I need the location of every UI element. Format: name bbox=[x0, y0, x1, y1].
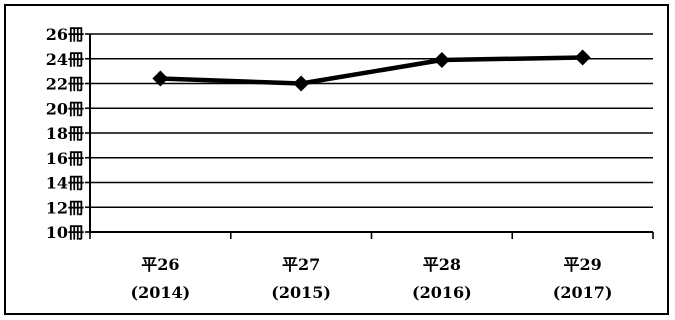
y-tick-label: 16冊 bbox=[46, 149, 84, 168]
series-layer bbox=[152, 49, 591, 92]
y-tick-label: 20冊 bbox=[46, 99, 84, 118]
axes bbox=[85, 33, 654, 239]
x-tick-label-era: 平26 bbox=[141, 255, 179, 274]
y-tick-label: 22冊 bbox=[46, 75, 84, 94]
x-tick-label-era: 平28 bbox=[423, 255, 461, 274]
x-tick-label-era: 平29 bbox=[563, 255, 601, 274]
y-axis-tick-labels: 10冊 12冊 14冊 16冊 18冊 20冊 22冊 24冊 26冊 bbox=[46, 25, 84, 242]
y-tick-label: 14冊 bbox=[46, 174, 84, 193]
data-point-marker bbox=[574, 49, 591, 66]
data-point-marker bbox=[152, 70, 169, 87]
x-tick-label-year: (2016) bbox=[412, 283, 472, 302]
y-tick-label: 18冊 bbox=[46, 124, 84, 143]
series-line bbox=[160, 55, 583, 86]
data-point-marker bbox=[293, 75, 310, 92]
y-tick-label: 26冊 bbox=[46, 25, 84, 44]
data-point-marker bbox=[433, 51, 450, 68]
y-tick-label: 12冊 bbox=[46, 198, 84, 217]
y-tick-label: 24冊 bbox=[46, 50, 84, 69]
y-tick-label: 10冊 bbox=[46, 223, 84, 242]
x-axis-tick-labels: 平26 (2014) 平27 (2015) 平28 (2016) 平29 (2017) bbox=[131, 255, 613, 302]
x-tick-label-year: (2017) bbox=[553, 283, 613, 302]
x-tick-label-era: 平27 bbox=[282, 255, 320, 274]
x-tick-label-year: (2014) bbox=[131, 283, 191, 302]
x-tick-label-year: (2015) bbox=[271, 283, 331, 302]
